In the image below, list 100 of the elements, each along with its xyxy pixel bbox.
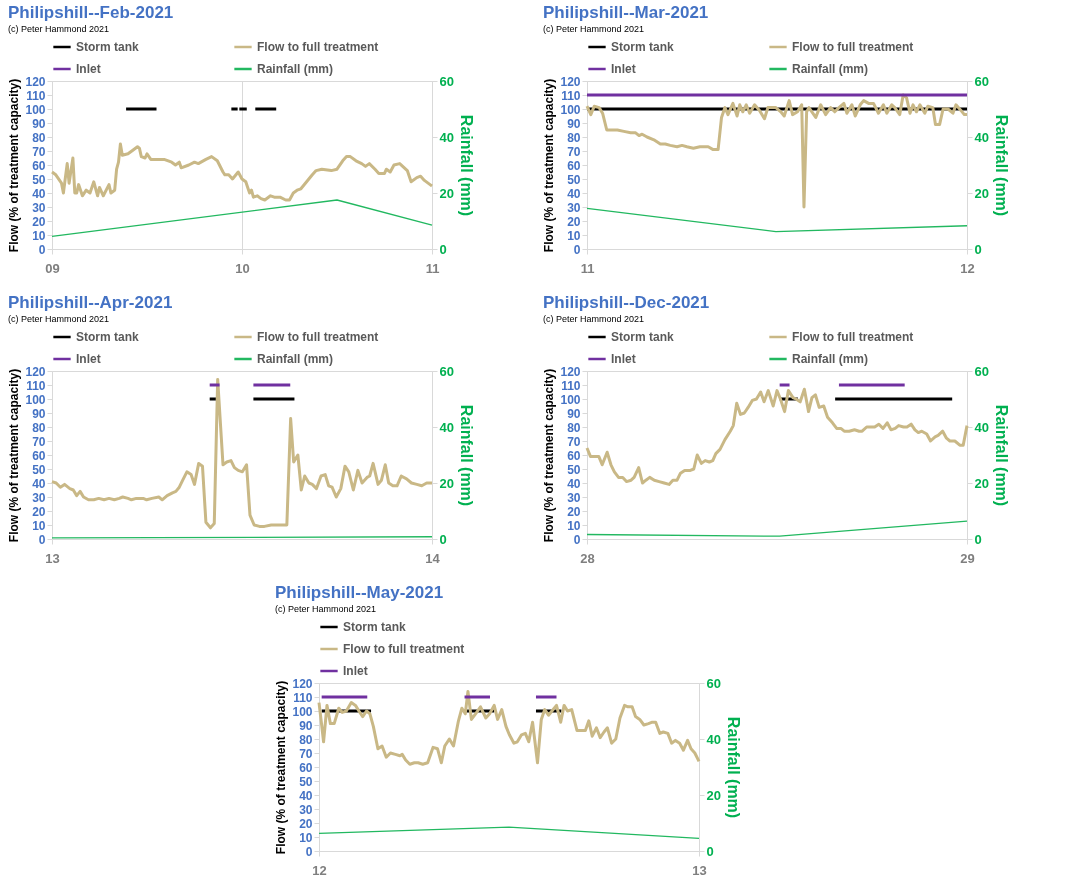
y-tick-label: 10	[31, 518, 46, 533]
x-tick-label: 12	[959, 260, 975, 276]
y-tick-label: 10	[31, 228, 46, 243]
y-axis-title: Flow (% of treatment capacity)	[6, 78, 21, 253]
y2-axis-title: Rainfall (mm)	[457, 114, 475, 217]
chart-title: Philipshill--Apr-2021	[7, 293, 172, 312]
x-tick-label: 09	[44, 260, 60, 276]
x-tick-label: 29	[959, 550, 975, 566]
y2-tick-label: 40	[439, 419, 454, 435]
y2-tick-label: 0	[974, 241, 982, 257]
y-tick-label: 30	[31, 490, 46, 505]
y-tick-label: 120	[24, 74, 46, 89]
x-tick-label: 13	[692, 862, 707, 875]
y-tick-label: 50	[566, 172, 581, 187]
y-tick-label: 120	[292, 676, 313, 691]
y2-tick-label: 60	[439, 73, 454, 89]
x-tick-label: 11	[425, 260, 439, 276]
legend-label: Rainfall (mm)	[256, 62, 333, 76]
y-tick-label: 20	[566, 214, 581, 229]
x-tick-label: 14	[424, 550, 440, 566]
y-tick-label: 50	[31, 172, 46, 187]
legend-label: Inlet	[75, 352, 101, 366]
text: (c) Peter Hammond 2021	[7, 314, 109, 324]
legend-label: Flow to full treatment	[256, 330, 378, 344]
y2-axis-title: Rainfall (mm)	[724, 716, 742, 819]
y-tick-label: 40	[299, 788, 313, 803]
y-tick-label: 60	[299, 760, 313, 775]
y-tick-label: 90	[566, 116, 581, 131]
y2-tick-label: 20	[706, 787, 721, 803]
y2-tick-label: 20	[439, 185, 454, 201]
y-tick-label: 90	[299, 718, 313, 733]
y2-tick-label: 40	[974, 129, 989, 145]
legend-label: Flow to full treatment	[343, 642, 465, 656]
y-tick-label: 80	[299, 732, 313, 747]
y-tick-label: 110	[25, 88, 46, 103]
y-tick-label: 110	[293, 690, 313, 705]
y-tick-label: 90	[31, 116, 46, 131]
legend-label: Rainfall (mm)	[791, 352, 868, 366]
legend-label: Rainfall (mm)	[791, 62, 868, 76]
text: (c) Peter Hammond 2021	[542, 314, 644, 324]
y-tick-label: 70	[566, 434, 581, 449]
y-tick-label: 100	[559, 102, 581, 117]
legend-label: Inlet	[610, 352, 636, 366]
y2-tick-label: 0	[439, 241, 447, 257]
x-tick-label: 12	[312, 862, 327, 875]
y2-tick-label: 0	[706, 843, 714, 859]
y-tick-label: 10	[299, 830, 313, 845]
legend-label: Inlet	[75, 62, 101, 76]
y-tick-label: 30	[299, 802, 313, 817]
y-tick-label: 20	[566, 504, 581, 519]
text: (c) Peter Hammond 2021	[7, 24, 109, 34]
y-tick-label: 20	[31, 214, 46, 229]
y2-tick-label: 40	[439, 129, 454, 145]
legend-label: Storm tank	[610, 330, 674, 344]
y2-tick-label: 60	[974, 73, 989, 89]
y2-tick-label: 60	[706, 675, 721, 691]
y-tick-label: 30	[566, 200, 581, 215]
y-tick-label: 50	[31, 462, 46, 477]
y-tick-label: 50	[566, 462, 581, 477]
y-tick-label: 80	[566, 130, 581, 145]
y-tick-label: 90	[31, 406, 46, 421]
x-tick-label: 13	[44, 550, 60, 566]
chart-title: Philipshill--Mar-2021	[542, 3, 708, 22]
y-tick-label: 20	[31, 504, 46, 519]
y2-tick-label: 40	[974, 419, 989, 435]
y-tick-label: 120	[559, 364, 581, 379]
y2-axis-title: Rainfall (mm)	[992, 114, 1010, 217]
y2-tick-label: 60	[439, 363, 454, 379]
text: (c) Peter Hammond 2021	[274, 604, 377, 614]
chart-title: Philipshill--Dec-2021	[542, 293, 709, 312]
y2-tick-label: 0	[439, 531, 447, 547]
y-tick-label: 30	[566, 490, 581, 505]
y2-tick-label: 0	[974, 531, 982, 547]
y2-tick-label: 20	[974, 475, 989, 491]
y-tick-label: 10	[566, 518, 581, 533]
y-tick-label: 40	[566, 186, 581, 201]
chart-title: Philipshill--May-2021	[274, 583, 444, 602]
y-tick-label: 90	[566, 406, 581, 421]
y-tick-label: 10	[566, 228, 581, 243]
legend-label: Storm tank	[343, 620, 406, 634]
y-tick-label: 100	[24, 102, 46, 117]
legend-label: Storm tank	[610, 40, 674, 54]
legend-label: Rainfall (mm)	[256, 352, 333, 366]
y-tick-label: 120	[559, 74, 581, 89]
y-tick-label: 80	[31, 420, 46, 435]
legend-label: Storm tank	[75, 40, 139, 54]
y-tick-label: 30	[31, 200, 46, 215]
legend-label: Flow to full treatment	[256, 40, 378, 54]
legend-label: Inlet	[610, 62, 636, 76]
y-axis-title: Flow (% of treatment capacity)	[6, 368, 21, 543]
legend-label: Flow to full treatment	[791, 330, 913, 344]
y-tick-label: 100	[24, 392, 46, 407]
y-tick-label: 80	[566, 420, 581, 435]
y-tick-label: 0	[573, 242, 581, 257]
y-tick-label: 100	[292, 704, 313, 719]
y-tick-label: 0	[38, 532, 46, 547]
legend-label: Storm tank	[75, 330, 139, 344]
y-tick-label: 70	[566, 144, 581, 159]
chart-title: Philipshill--Feb-2021	[7, 3, 173, 22]
x-tick-label: 10	[234, 260, 250, 276]
